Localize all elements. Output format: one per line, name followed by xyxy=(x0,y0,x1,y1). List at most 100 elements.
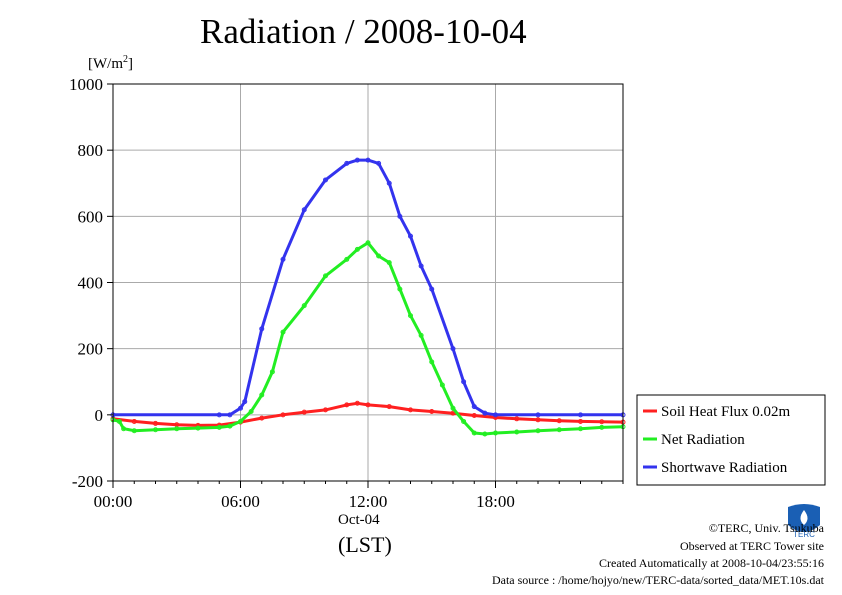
series-point-2 xyxy=(578,412,583,418)
credit-created: Created Automatically at 2008-10-04/23:5… xyxy=(599,556,824,570)
series-point-1 xyxy=(418,332,424,338)
series-point-2 xyxy=(461,379,467,385)
y-tick-label: 1000 xyxy=(69,75,103,94)
series-point-2 xyxy=(450,346,456,352)
series-point-2 xyxy=(242,399,248,405)
unit-superscript: 2 xyxy=(123,54,128,65)
series-point-1 xyxy=(599,424,605,430)
series-point-1 xyxy=(344,256,350,262)
series-point-2 xyxy=(259,326,265,332)
y-tick-label: -200 xyxy=(72,472,103,491)
series-point-2 xyxy=(227,412,233,418)
x-tick-label: 18:00 xyxy=(476,492,515,511)
series-point-1 xyxy=(471,430,477,436)
series-point-0 xyxy=(153,420,158,426)
series-point-0 xyxy=(323,407,328,413)
series-point-2 xyxy=(280,256,286,262)
series-point-0 xyxy=(514,416,520,422)
series-point-2 xyxy=(493,412,498,418)
series-point-1 xyxy=(301,303,307,309)
legend-label: Soil Heat Flux 0.02m xyxy=(661,404,791,420)
series-point-2 xyxy=(471,404,477,410)
series-point-1 xyxy=(408,313,413,319)
series-point-0 xyxy=(386,404,392,410)
legend-box xyxy=(636,394,826,486)
legend-label: Net Radiation xyxy=(661,432,745,448)
series-point-1 xyxy=(323,273,328,279)
series-point-2 xyxy=(365,157,371,163)
x-tick-label: 06:00 xyxy=(221,492,260,511)
series-point-2 xyxy=(482,410,488,416)
credit-source: Data source : /home/hojyo/new/TERC-data/… xyxy=(491,573,824,587)
series-point-0 xyxy=(556,418,562,424)
series-point-1 xyxy=(195,425,201,431)
legend-label: Shortwave Radiation xyxy=(661,460,788,476)
y-tick-label: 400 xyxy=(78,274,104,293)
x-tick-label: 00:00 xyxy=(94,492,133,511)
series-point-1 xyxy=(376,253,382,259)
series-point-2 xyxy=(344,160,350,166)
series-point-0 xyxy=(450,410,456,416)
series-point-2 xyxy=(535,412,541,418)
series-point-1 xyxy=(259,392,265,398)
series-point-0 xyxy=(280,412,286,418)
x-axis: 00:00 06:00 12:00 18:00 xyxy=(94,481,624,511)
series-point-1 xyxy=(439,382,445,388)
series-point-2 xyxy=(408,233,413,239)
series-point-1 xyxy=(280,329,286,335)
credit-copyright: ©TERC, Univ. Tsukuba xyxy=(708,521,824,535)
logo-text: TERC xyxy=(793,530,815,539)
credit-site: Observed at TERC Tower site xyxy=(679,539,824,553)
series-point-1 xyxy=(556,427,562,433)
y-tick-label: 200 xyxy=(78,340,104,359)
series-point-2 xyxy=(238,405,243,411)
series-point-0 xyxy=(344,402,350,408)
series-point-0 xyxy=(131,418,137,424)
series-point-0 xyxy=(535,417,541,423)
legend: Soil Heat Flux 0.02m Net Radiation Shortwa… xyxy=(636,394,826,486)
series-point-1 xyxy=(227,423,233,429)
series-line-0 xyxy=(112,401,624,427)
series-point-0 xyxy=(365,402,371,408)
series-point-0 xyxy=(578,418,583,424)
series-point-2 xyxy=(418,263,424,269)
series-point-1 xyxy=(131,428,137,434)
y-axis-unit: [W/m2] xyxy=(88,54,133,73)
series-point-1 xyxy=(174,426,180,432)
series-point-1 xyxy=(493,430,498,436)
y-axis: -200 0 200 400 600 800 1000 xyxy=(69,75,113,491)
series-point-1 xyxy=(121,426,127,432)
unit-suffix: ] xyxy=(128,56,133,72)
x-axis-zone-label: (LST) xyxy=(338,532,392,557)
series-point-0 xyxy=(471,412,477,418)
series-point-1 xyxy=(397,286,403,292)
series-point-2 xyxy=(301,207,307,213)
series-point-1 xyxy=(116,418,122,424)
plot-area xyxy=(110,157,626,437)
series-point-2 xyxy=(376,160,382,166)
x-axis-date-label: Oct-04 xyxy=(338,512,380,528)
terc-logo: TERC xyxy=(784,503,824,539)
series-point-1 xyxy=(535,428,541,434)
series-point-1 xyxy=(514,429,520,435)
series-point-1 xyxy=(461,418,467,424)
series-point-1 xyxy=(153,427,158,433)
series-point-1 xyxy=(450,405,456,411)
series-point-1 xyxy=(238,418,243,424)
series-point-0 xyxy=(599,419,605,425)
series-point-2 xyxy=(216,412,222,418)
series-point-2 xyxy=(397,213,403,219)
series-point-0 xyxy=(429,409,435,415)
series-point-0 xyxy=(408,407,413,413)
y-tick-label: 0 xyxy=(95,406,104,425)
series-point-2 xyxy=(354,157,360,163)
unit-prefix: [W/m xyxy=(88,56,123,72)
series-point-1 xyxy=(386,260,392,266)
chart-title: Radiation / 2008-10-04 xyxy=(200,12,527,51)
series-point-1 xyxy=(578,426,583,432)
series-point-0 xyxy=(301,409,307,415)
series-point-1 xyxy=(354,246,360,252)
series-line-1 xyxy=(112,241,624,436)
